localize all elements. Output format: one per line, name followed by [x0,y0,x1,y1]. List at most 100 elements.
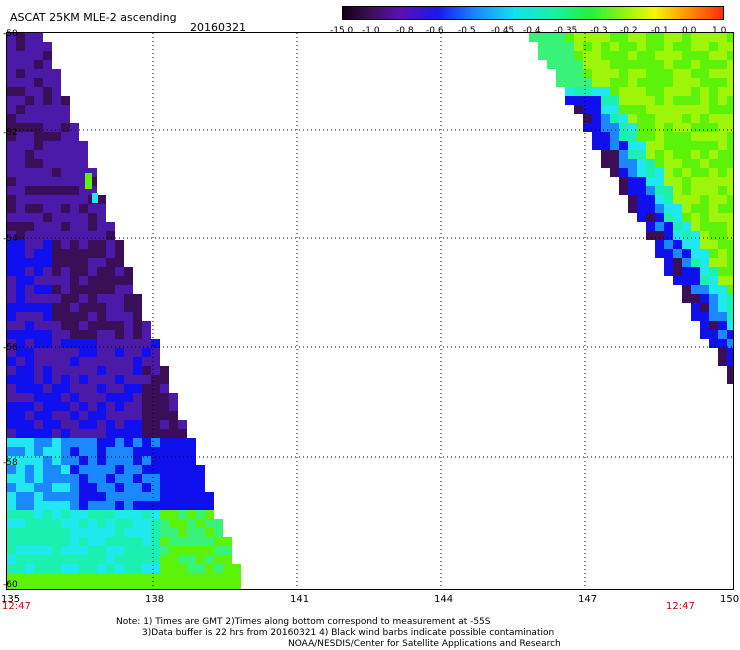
swath-pixel [178,483,187,492]
swath-pixel [70,258,79,267]
swath-pixel [34,249,43,258]
swath-pixel [106,411,115,420]
swath-pixel [52,330,61,339]
swath-pixel [43,357,52,366]
swath-pixel [169,474,178,483]
swath-pixel [79,222,88,231]
swath-pixel [124,348,133,357]
swath-pixel [547,60,556,69]
swath-pixel [97,348,106,357]
swath-pixel [70,429,79,438]
swath-pixel [7,249,16,258]
swath-pixel [142,483,151,492]
swath-pixel [628,51,637,60]
swath-pixel [151,528,160,537]
swath-pixel [16,87,25,96]
swath-pixel [178,555,187,564]
swath-pixel [169,456,178,465]
swath-pixel [142,375,151,384]
swath-pixel [619,177,628,186]
swath-pixel [664,240,673,249]
swath-pixel [79,267,88,276]
swath-pixel [691,276,700,285]
swath-pixel [52,483,61,492]
swath-pixel [43,78,52,87]
note-line-2: 3)Data buffer is 22 hrs from 20160321 4)… [142,628,555,638]
swath-pixel [691,123,700,132]
swath-pixel [646,60,655,69]
swath-pixel [718,186,727,195]
swath-pixel [169,402,178,411]
swath-pixel [97,546,106,555]
swath-pixel [61,528,70,537]
swath-pixel [79,348,88,357]
swath-pixel [646,132,655,141]
swath-pixel [223,537,232,546]
swath-pixel [151,420,160,429]
swath-pixel [97,501,106,510]
swath-pixel [43,402,52,411]
swath-pixel [43,555,52,564]
swath-pixel [7,105,16,114]
swath-pixel [196,555,205,564]
swath-pixel [682,78,691,87]
swath-pixel [601,96,610,105]
swath-pixel [160,483,169,492]
swath-pixel [151,492,160,501]
swath-pixel [43,159,52,168]
swath-pixel [682,87,691,96]
swath-pixel [160,546,169,555]
swath-pixel [709,312,718,321]
swath-pixel [92,193,98,203]
lon-label: 141 [290,594,310,605]
swath-pixel [70,159,79,168]
swath-pixel [16,357,25,366]
swath-pixel [70,438,79,447]
swath-pixel [151,564,160,573]
swath-pixel [43,321,52,330]
swath-pixel [106,312,115,321]
swath-pixel [52,339,61,348]
swath-pixel [43,204,52,213]
swath-pixel [610,87,619,96]
swath-pixel [691,87,700,96]
swath-pixel [25,348,34,357]
swath-pixel [70,393,79,402]
swath-pixel [79,546,88,555]
swath-pixel [43,411,52,420]
swath-pixel [673,33,682,42]
swath-pixel [691,267,700,276]
swath-pixel [106,510,115,519]
swath-pixel [709,258,718,267]
swath-pixel [133,582,142,589]
swath-pixel [88,573,97,582]
swath-pixel [43,384,52,393]
swath-pixel [16,249,25,258]
swath-pixel [16,195,25,204]
swath-pixel [169,564,178,573]
swath-pixel [88,249,97,258]
swath-pixel [628,186,637,195]
swath-pixel [115,510,124,519]
swath-pixel [61,222,70,231]
swath-pixel [115,519,124,528]
swath-pixel [151,393,160,402]
swath-pixel [151,582,160,589]
swath-pixel [79,438,88,447]
lat-label: -54 [3,234,18,244]
swath-pixel [709,249,718,258]
swath-pixel [34,303,43,312]
swath-pixel [709,285,718,294]
swath-pixel [115,582,124,589]
swath-pixel [61,150,70,159]
swath-pixel [97,456,106,465]
swath-pixel [88,402,97,411]
swath-pixel [106,564,115,573]
swath-pixel [43,96,52,105]
swath-pixel [160,501,169,510]
swath-pixel [601,87,610,96]
swath-pixel [142,393,151,402]
swath-pixel [160,438,169,447]
swath-pixel [25,285,34,294]
swath-pixel [232,564,241,573]
